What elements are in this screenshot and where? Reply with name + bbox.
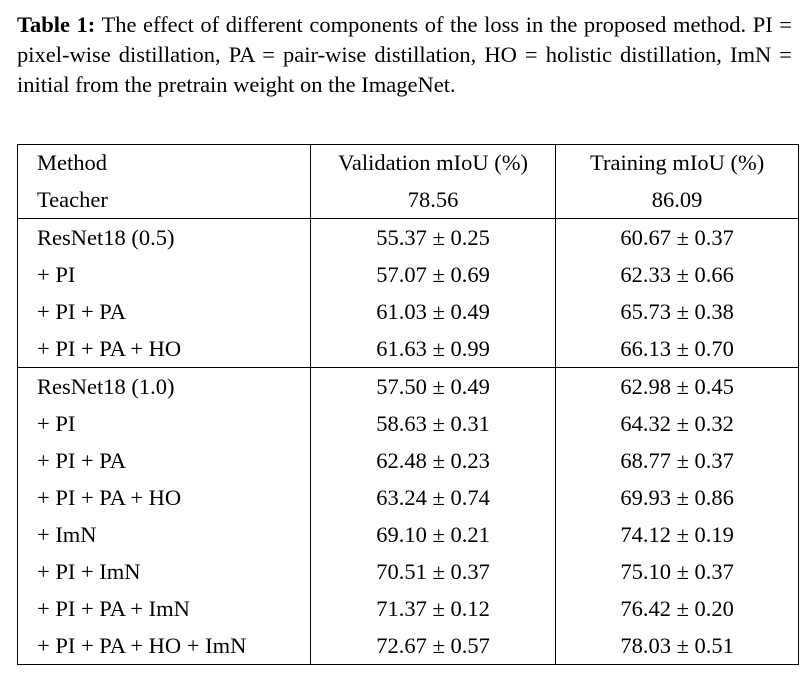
cell-method: + PI xyxy=(17,405,311,442)
cell-validation: 70.51 ± 0.37 xyxy=(310,553,557,590)
cell-validation: 78.56 xyxy=(310,181,557,219)
header-training: Training mIoU (%) xyxy=(555,144,799,181)
cell-training: 60.67 ± 0.37 xyxy=(555,218,799,256)
cell-validation: 71.37 ± 0.12 xyxy=(310,590,557,627)
cell-validation: 57.07 ± 0.69 xyxy=(310,256,557,293)
table-row: + PI + PA 62.48 ± 0.23 68.77 ± 0.37 xyxy=(17,442,799,479)
cell-training: 75.10 ± 0.37 xyxy=(555,553,799,590)
cell-validation: 58.63 ± 0.31 xyxy=(310,405,557,442)
cell-training-best: 69.93 ± 0.86 xyxy=(555,479,799,516)
table-row: + PI + PA + ImN 71.37 ± 0.12 76.42 ± 0.2… xyxy=(17,590,799,627)
table-row: ResNet18 (0.5) 55.37 ± 0.25 60.67 ± 0.37 xyxy=(17,218,799,256)
cell-training-best: 78.03 ± 0.51 xyxy=(555,627,799,665)
table-caption: Table 1: The effect of different compone… xyxy=(17,10,792,100)
cell-training: 62.98 ± 0.45 xyxy=(555,367,799,405)
cell-training: 62.33 ± 0.66 xyxy=(555,256,799,293)
table-row: + PI + PA + HO 61.63 ± 0.99 66.13 ± 0.70 xyxy=(17,330,799,368)
cell-method: + PI + PA xyxy=(17,293,311,330)
teacher-row: Teacher 78.56 86.09 xyxy=(17,181,799,219)
table-row: + PI + PA + HO 63.24 ± 0.74 69.93 ± 0.86 xyxy=(17,479,799,516)
cell-validation-best: 63.24 ± 0.74 xyxy=(310,479,557,516)
cell-method: ResNet18 (1.0) xyxy=(17,367,311,405)
cell-method: + PI + PA + HO + ImN xyxy=(17,627,311,665)
cell-validation: 57.50 ± 0.49 xyxy=(310,367,557,405)
cell-validation-best: 72.67 ± 0.57 xyxy=(310,627,557,665)
header-validation: Validation mIoU (%) xyxy=(310,144,557,181)
table-row: + PI 57.07 ± 0.69 62.33 ± 0.66 xyxy=(17,256,799,293)
cell-method: + PI + PA xyxy=(17,442,311,479)
cell-method: + PI + ImN xyxy=(17,553,311,590)
table-row: + PI 58.63 ± 0.31 64.32 ± 0.32 xyxy=(17,405,799,442)
header-method: Method xyxy=(17,144,311,181)
results-table: Method Validation mIoU (%) Training mIoU… xyxy=(17,144,799,665)
cell-method: Teacher xyxy=(17,181,311,219)
cell-method: + PI + PA + ImN xyxy=(17,590,311,627)
cell-training: 74.12 ± 0.19 xyxy=(555,516,799,553)
table-row: + PI + PA + HO + ImN 72.67 ± 0.57 78.03 … xyxy=(17,627,799,665)
caption-text: The effect of different components of th… xyxy=(17,12,792,97)
cell-method: + PI + PA + HO xyxy=(17,479,311,516)
cell-training: 64.32 ± 0.32 xyxy=(555,405,799,442)
cell-method: + PI + PA + HO xyxy=(17,330,311,368)
cell-validation: 69.10 ± 0.21 xyxy=(310,516,557,553)
caption-label: Table 1: xyxy=(17,12,96,37)
cell-validation: 61.03 ± 0.49 xyxy=(310,293,557,330)
cell-method: + PI xyxy=(17,256,311,293)
cell-method: + ImN xyxy=(17,516,311,553)
cell-validation-best: 61.63 ± 0.99 xyxy=(310,330,557,368)
cell-training: 65.73 ± 0.38 xyxy=(555,293,799,330)
table-row: + ImN 69.10 ± 0.21 74.12 ± 0.19 xyxy=(17,516,799,553)
cell-training: 76.42 ± 0.20 xyxy=(555,590,799,627)
cell-training: 68.77 ± 0.37 xyxy=(555,442,799,479)
cell-training: 86.09 xyxy=(555,181,799,219)
cell-validation: 55.37 ± 0.25 xyxy=(310,218,557,256)
header-row: Method Validation mIoU (%) Training mIoU… xyxy=(17,144,799,181)
table-row: + PI + PA 61.03 ± 0.49 65.73 ± 0.38 xyxy=(17,293,799,330)
cell-training-best: 66.13 ± 0.70 xyxy=(555,330,799,368)
cell-method: ResNet18 (0.5) xyxy=(17,218,311,256)
table-row: ResNet18 (1.0) 57.50 ± 0.49 62.98 ± 0.45 xyxy=(17,367,799,405)
table-row: + PI + ImN 70.51 ± 0.37 75.10 ± 0.37 xyxy=(17,553,799,590)
cell-validation: 62.48 ± 0.23 xyxy=(310,442,557,479)
